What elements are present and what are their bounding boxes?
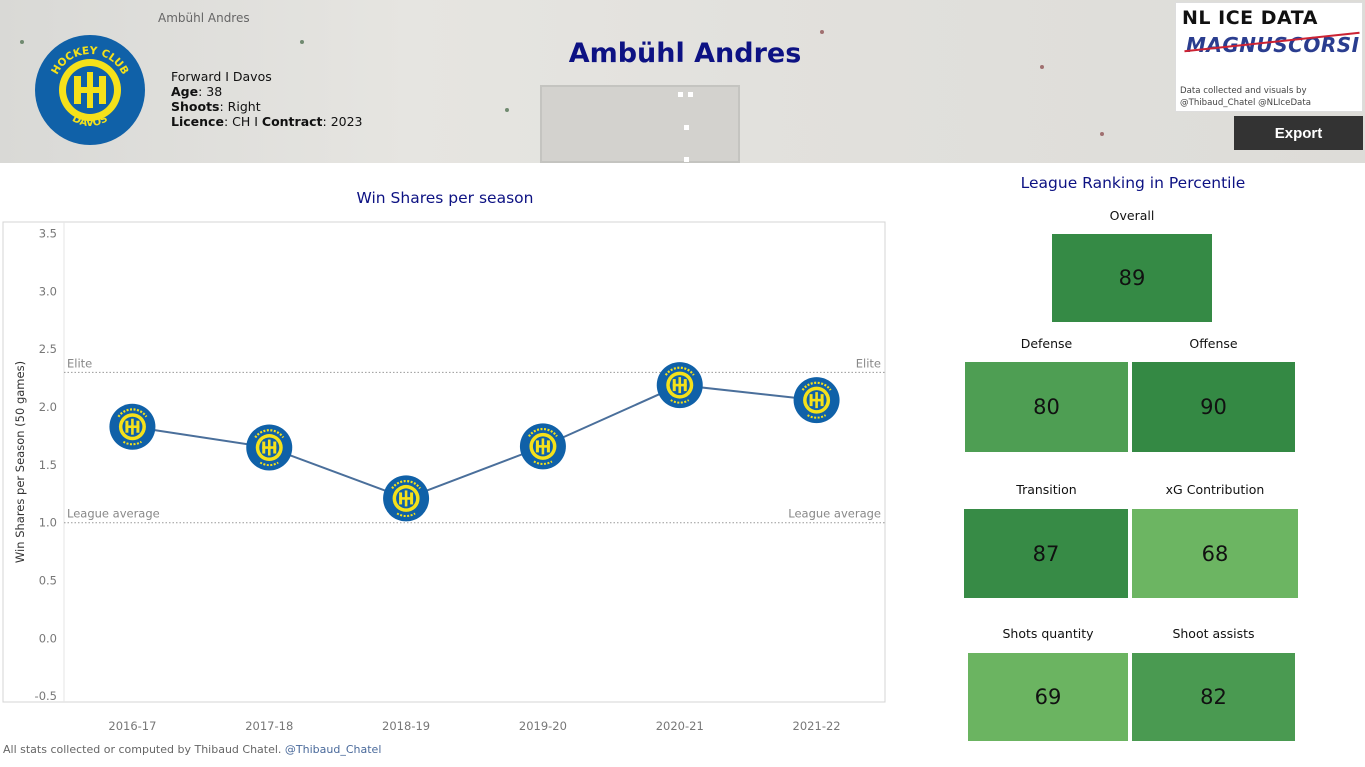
ranking-title: League Ranking in Percentile <box>1020 174 1246 192</box>
reference-label-right: League average <box>788 507 881 521</box>
data-point-marker <box>383 475 430 522</box>
y-axis-label: Win Shares per Season (50 games) <box>13 361 27 563</box>
data-point-marker <box>109 403 156 450</box>
x-tick-label: 2021-22 <box>793 719 841 733</box>
ranking-cell-offense: 90 <box>1132 362 1295 452</box>
ranking-cell-transition: 87 <box>964 509 1128 598</box>
brand-title: NL ICE DATA <box>1182 7 1318 29</box>
svg-text:DAVOS: DAVOS <box>70 113 109 129</box>
breadcrumb: Ambühl Andres <box>158 11 250 25</box>
background-speck <box>820 30 824 34</box>
ranking-label-defense: Defense <box>1020 336 1073 351</box>
position-team: Forward I Davos <box>171 69 272 84</box>
y-tick-label: 1.5 <box>39 458 57 472</box>
team-logo: HOCKEY CLUB DAVOS <box>35 35 145 145</box>
ranking-label-overall: Overall <box>1109 208 1155 223</box>
x-tick-label: 2018-19 <box>382 719 430 733</box>
ranking-cell-xg: 68 <box>1132 509 1298 598</box>
ranking-label-shoot-assists: Shoot assists <box>1172 626 1255 641</box>
ranking-cell-defense: 80 <box>965 362 1128 452</box>
age-label: Age <box>171 84 199 99</box>
logo-text-bottom: DAVOS <box>70 113 109 129</box>
brand-note: Data collected and visuals by @Thibaud_C… <box>1180 85 1364 109</box>
plot-frame <box>2 221 886 703</box>
background-speck <box>688 92 693 97</box>
series-line <box>132 384 817 500</box>
licence-value: : CH I <box>223 114 262 129</box>
background-speck <box>684 157 689 162</box>
background-speck <box>684 125 689 130</box>
data-point-marker <box>246 424 293 471</box>
footer-text: All stats collected or computed by Thiba… <box>3 743 282 756</box>
footer-handle-link[interactable]: @Thibaud_Chatel <box>284 743 382 756</box>
y-tick-label: 3.0 <box>39 284 57 298</box>
shoots-value: : Right <box>219 99 261 114</box>
page-title: Ambühl Andres <box>568 38 802 69</box>
brand-logo: NL ICE DATA MAGNUSCORSI Data collected a… <box>1175 2 1363 112</box>
background-speck <box>505 108 509 112</box>
age-row: Age: 38 <box>171 84 363 99</box>
ranking-cell-shots-quantity: 69 <box>968 653 1128 741</box>
y-tick-label: 3.5 <box>39 227 57 241</box>
x-tick-label: 2016-17 <box>108 719 156 733</box>
age-value: : 38 <box>198 84 223 99</box>
background-speck <box>1040 65 1044 69</box>
export-button[interactable]: Export <box>1234 116 1363 150</box>
brand-note-line: Data collected and visuals by <box>1180 86 1307 96</box>
footer: All stats collected or computed by Thiba… <box>3 743 381 756</box>
background-speck <box>1100 132 1104 136</box>
chart-title: Win Shares per season <box>356 189 534 207</box>
x-tick-label: 2019-20 <box>519 719 567 733</box>
y-tick-label: 0.0 <box>39 631 57 645</box>
data-point-marker <box>793 377 840 424</box>
ranking-cell-overall: 89 <box>1052 234 1212 322</box>
player-info: Forward I Davos Age: 38 Shoots: Right Li… <box>171 69 363 129</box>
header-banner <box>0 0 1365 163</box>
x-tick-label: 2020-21 <box>656 719 704 733</box>
y-tick-label: -0.5 <box>35 689 57 703</box>
ranking-label-shots-quantity: Shots quantity <box>1002 626 1094 641</box>
background-speck <box>20 40 24 44</box>
reference-label-left: Elite <box>67 356 92 370</box>
data-point-marker <box>519 423 566 470</box>
background-speck <box>300 40 304 44</box>
contract-label: Contract <box>261 114 323 129</box>
reference-label-left: League average <box>67 507 160 521</box>
brand-note-line: @Thibaud_Chatel @NLIceData <box>1180 98 1311 108</box>
win-shares-chart: 3.5 3.0 2.5 2.0 1.5 1.0 0.5 0.0 -0.5 Win Shares p… <box>2 221 886 733</box>
ranking-label-transition: Transition <box>1016 482 1077 497</box>
background-rink <box>540 85 740 163</box>
ranking-label-xg: xG Contribution <box>1165 482 1265 497</box>
background-speck <box>678 92 683 97</box>
y-tick-label: 1.0 <box>39 516 57 530</box>
contract-value: : 2023 <box>322 114 363 129</box>
y-tick-label: 0.5 <box>39 574 57 588</box>
brand-subtitle: MAGNUSCORSI <box>1186 33 1360 57</box>
licence-label: Licence <box>171 114 224 129</box>
ranking-cell-shoot-assists: 82 <box>1132 653 1295 741</box>
y-tick-label: 2.5 <box>39 342 57 356</box>
data-point-marker <box>656 362 703 409</box>
reference-label-right: Elite <box>856 356 881 370</box>
y-tick-label: 2.0 <box>39 400 57 414</box>
ranking-label-offense: Offense <box>1189 336 1238 351</box>
shoots-row: Shoots: Right <box>171 99 363 114</box>
x-tick-label: 2017-18 <box>245 719 293 733</box>
shoots-label: Shoots <box>171 99 220 114</box>
licence-row: Licence: CH I Contract: 2023 <box>171 114 363 129</box>
